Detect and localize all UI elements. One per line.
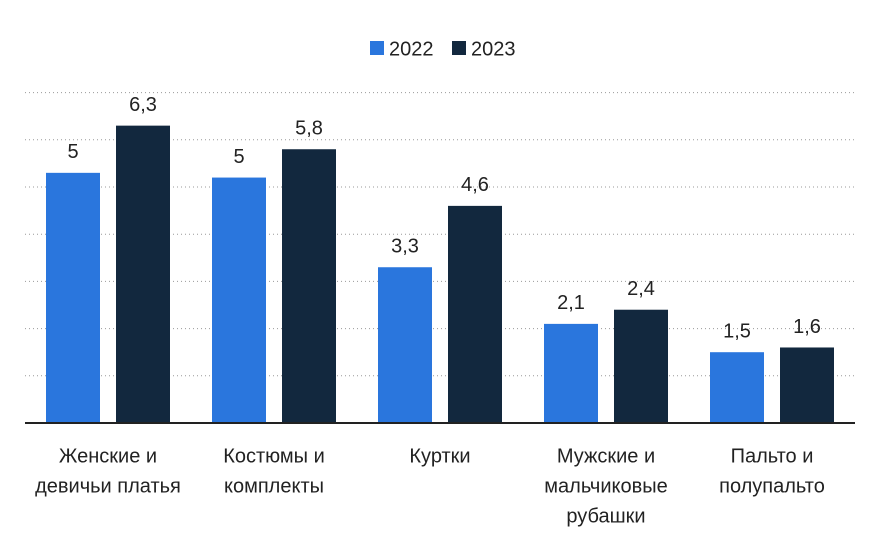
x-tick-label: комплекты bbox=[224, 475, 324, 497]
bar bbox=[46, 172, 100, 423]
bar bbox=[614, 309, 668, 423]
value-label: 2,4 bbox=[627, 278, 655, 300]
bar bbox=[378, 267, 432, 423]
legend-swatch bbox=[370, 41, 384, 55]
bar bbox=[116, 125, 170, 423]
value-label: 5 bbox=[67, 141, 78, 163]
value-label: 3,3 bbox=[391, 236, 419, 258]
x-tick-label: рубашки bbox=[566, 505, 645, 527]
value-label: 5,8 bbox=[295, 118, 323, 140]
value-label: 4,6 bbox=[461, 174, 489, 196]
x-tick-label: Женские и bbox=[59, 445, 157, 467]
bar bbox=[448, 205, 502, 423]
legend-swatch bbox=[452, 41, 466, 55]
x-tick-label: Куртки bbox=[409, 445, 470, 467]
value-label: 2,1 bbox=[557, 292, 585, 314]
value-label: 5 bbox=[233, 146, 244, 168]
legend-label: 2023 bbox=[471, 38, 516, 60]
bar bbox=[212, 177, 266, 423]
bar bbox=[710, 352, 764, 423]
x-tick-label: Пальто и bbox=[731, 445, 814, 467]
value-label: 1,5 bbox=[723, 320, 751, 342]
x-tick-label: полупальто bbox=[719, 475, 825, 497]
x-tick-label: девичьи платья bbox=[35, 475, 181, 497]
x-tick-label: мальчиковые bbox=[544, 475, 667, 497]
bar bbox=[780, 347, 834, 423]
value-label: 6,3 bbox=[129, 94, 157, 116]
bar bbox=[544, 323, 598, 423]
x-tick-label: Мужские и bbox=[557, 445, 655, 467]
legend-label: 2022 bbox=[389, 38, 434, 60]
value-label: 1,6 bbox=[793, 316, 821, 338]
bar bbox=[282, 149, 336, 424]
x-tick-label: Костюмы и bbox=[223, 445, 325, 467]
